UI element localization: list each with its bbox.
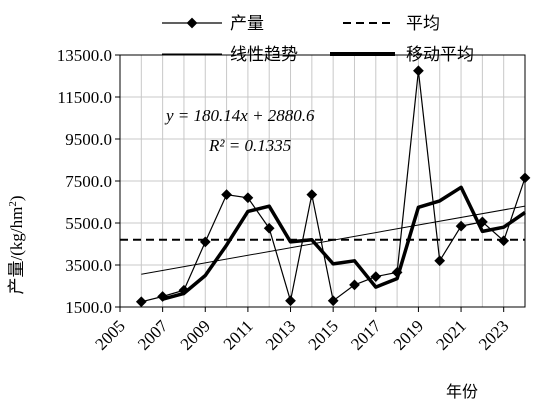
grid xyxy=(119,54,526,308)
legend: 产量 平均 线性趋势 移动平均 xyxy=(162,14,474,64)
x-tick-label: 2017 xyxy=(347,316,385,354)
x-tick-label: 2021 xyxy=(432,316,469,353)
series-moving-average-line xyxy=(162,185,526,301)
yield-point xyxy=(285,295,296,307)
yield-point xyxy=(306,189,318,200)
x-tick-label: 2013 xyxy=(262,316,299,353)
yield-point xyxy=(135,296,147,308)
y-tick-label: 7500.0 xyxy=(65,172,112,191)
x-tick-label: 2015 xyxy=(305,316,342,353)
y-tick-label: 5500.0 xyxy=(65,214,112,233)
y-tick-label: 9500.0 xyxy=(65,130,112,149)
yield-point xyxy=(199,236,211,248)
y-tick-label: 13500.0 xyxy=(57,46,112,65)
legend-label-trend: 线性趋势 xyxy=(230,45,298,64)
x-tick-label: 2009 xyxy=(177,316,214,353)
x-tick-label: 2005 xyxy=(91,316,128,353)
yield-point xyxy=(349,279,360,291)
legend-marker-diamond xyxy=(186,17,198,29)
x-tick-label: 2023 xyxy=(475,316,512,353)
yield-point xyxy=(242,192,254,204)
legend-label-moving-average: 移动平均 xyxy=(406,45,474,64)
y-axis-title-superscript: 2 xyxy=(7,201,19,207)
x-tick-label: 2011 xyxy=(220,316,257,353)
yield-point xyxy=(327,295,339,307)
yield-point xyxy=(263,222,275,234)
y-tick-label: 11500.0 xyxy=(57,88,112,107)
y-axis-title: 产量/(kg/hm2) xyxy=(7,195,26,294)
yield-point xyxy=(413,65,424,77)
yield-point xyxy=(221,189,232,200)
x-axis-title: 年份 xyxy=(446,383,478,401)
y-tick-label: 3500.0 xyxy=(65,256,112,275)
series-trend-line xyxy=(141,205,526,275)
yield-point xyxy=(455,220,467,232)
yield-point xyxy=(519,172,531,184)
series-layer xyxy=(120,65,531,308)
r-squared: R² = 0.1335 xyxy=(208,136,291,155)
x-tick-label: 2019 xyxy=(390,316,427,353)
regression-equation: y = 180.14x + 2880.6 xyxy=(164,106,315,125)
y-tick-label: 1500.0 xyxy=(65,298,112,317)
legend-label-yield: 产量 xyxy=(230,14,264,33)
x-axis-ticks: 2005 2007 2009 2011 2013 2015 2017 2019 2021 2023 xyxy=(91,307,513,354)
y-axis-ticks: 1500.0 3500.0 5500.0 7500.0 9500.0 11500.0 135… xyxy=(57,46,120,317)
x-tick-label: 2007 xyxy=(134,316,172,354)
legend-label-mean: 平均 xyxy=(406,14,440,33)
